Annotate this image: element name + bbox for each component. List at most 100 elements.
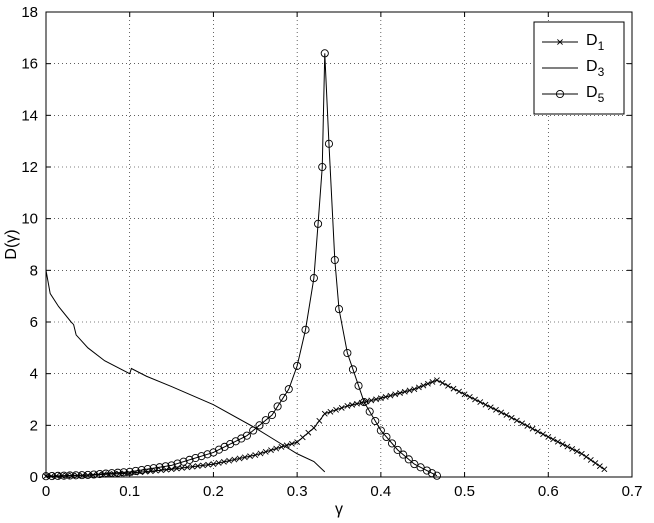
y-tick-label: 10 [21,211,38,228]
series-d1 [43,377,608,480]
data-point-d1 [377,395,384,402]
data-point-d5 [334,305,344,314]
data-point-d1 [434,377,440,384]
data-point-d5 [143,465,152,474]
data-point-d5 [324,139,334,148]
data-point-d1 [406,387,413,394]
legend: D1 D3 D5 [533,21,625,115]
data-point-d5 [314,219,323,228]
data-point-d1 [583,453,590,460]
y-tick-label: 16 [21,56,38,73]
data-point-d1 [596,463,603,470]
data-point-d5 [343,348,352,358]
data-point-d5 [167,461,176,470]
data-point-d5 [255,421,264,430]
data-point-d1 [482,401,489,408]
x-tick-label: 0.2 [203,483,224,500]
data-point-d1 [299,434,306,441]
data-point-d5 [59,471,68,480]
data-point-d1 [105,471,112,478]
data-point-d1 [373,396,379,403]
grid [46,12,632,477]
data-point-d1 [226,457,233,464]
data-point-d5 [249,426,258,435]
data-point-d1 [316,417,323,424]
data-point-d1 [247,453,253,460]
data-point-d5 [83,470,92,479]
data-point-d1 [574,448,580,455]
data-point-d1 [477,399,484,406]
data-point-d1 [439,380,446,386]
data-point-d1 [519,420,526,427]
data-point-d1 [236,455,243,462]
data-point-d5 [410,460,419,469]
data-point-d1 [205,461,212,468]
data-point-d1 [411,386,418,393]
data-point-d5 [47,471,57,481]
series-d3 [45,270,326,473]
data-point-d5 [382,432,391,442]
y-tick-label: 12 [21,159,38,176]
data-point-d1 [321,410,328,417]
data-point-d1 [283,442,290,449]
legend-label-d1: D1 [586,32,605,53]
data-point-d1 [252,452,259,458]
data-point-d1 [327,408,334,415]
data-point-d1 [564,443,571,450]
data-point-d1 [461,391,468,398]
data-point-d1 [534,428,541,435]
data-point-d5 [293,361,302,370]
data-point-d1 [294,439,301,446]
data-point-d1 [415,384,422,391]
x-tick-label: 0.6 [538,483,559,500]
data-point-d1 [493,406,499,413]
data-point-d1 [231,456,238,463]
data-point-d5 [309,274,318,283]
data-point-d1 [487,404,494,411]
data-point-d5 [330,255,339,265]
data-point-d1 [184,464,191,471]
legend-marker-d1 [557,39,563,45]
data-point-d5 [113,468,122,477]
data-point-d1 [397,390,403,396]
data-point-d5 [137,465,146,475]
data-point-d5 [203,450,212,459]
data-point-d5 [416,463,425,472]
data-point-d1 [401,388,408,395]
data-point-d5 [422,466,431,475]
data-point-d5 [365,407,374,416]
y-tick-label: 0 [30,469,38,486]
data-point-d5 [393,445,402,454]
data-point-d5 [273,402,282,411]
data-point-d1 [524,423,531,429]
x-tick-label: 0.7 [622,483,643,500]
data-point-d1 [268,447,274,454]
data-point-d1 [241,454,248,461]
data-point-d1 [354,400,360,407]
data-point-d1 [550,436,556,443]
data-point-d1 [200,462,206,469]
data-point-d5 [71,471,80,480]
data-point-d1 [569,446,576,452]
x-tick-label: 0 [42,483,50,500]
data-point-d5 [53,471,63,480]
data-point-d1 [503,412,510,418]
data-point-d5 [197,452,206,461]
data-point-d1 [257,450,264,457]
y-tick-label: 8 [30,262,38,279]
y-tick-label: 18 [21,4,38,21]
x-tick-label: 0.3 [287,483,308,500]
x-axis-label: γ [335,501,343,518]
data-point-d5 [376,426,385,435]
data-point-d1 [262,448,269,455]
data-point-d5 [149,464,158,473]
data-point-d1 [310,424,317,431]
legend-label-d5: D5 [586,84,605,105]
data-point-d5 [360,398,369,407]
data-point-d5 [179,457,188,466]
data-point-d5 [279,393,288,402]
data-point-d1 [498,409,505,416]
data-point-d5 [432,471,441,480]
data-point-d5 [399,450,408,459]
